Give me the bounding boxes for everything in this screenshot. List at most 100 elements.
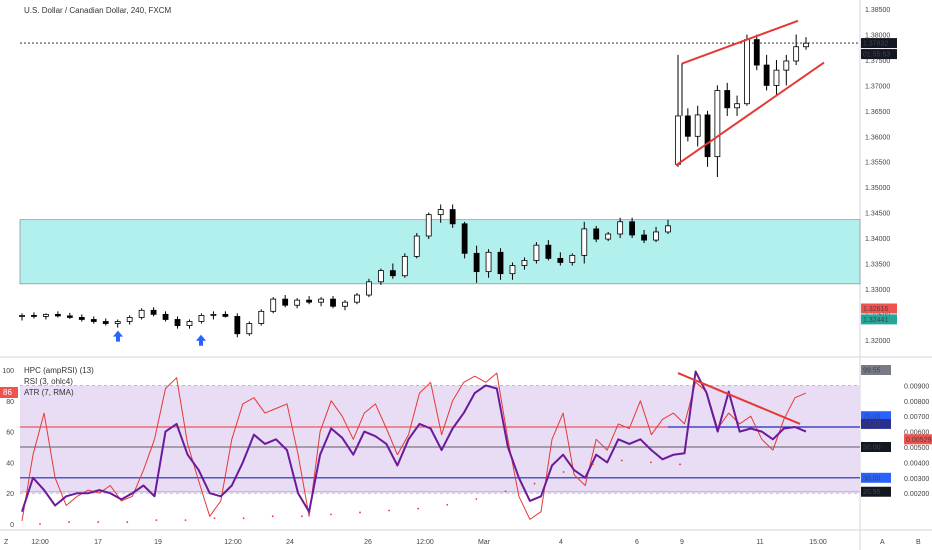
candle-body (210, 313, 217, 316)
candle-body (258, 310, 265, 324)
osc-badge-text: 99.55 (863, 368, 881, 375)
indicator-label-rsi[interactable]: RSI (3, ohlc4) (24, 377, 73, 386)
osc-trendline (677, 372, 801, 425)
candle-body (485, 251, 492, 273)
chart-title: U.S. Dollar / Canadian Dollar, 240, FXCM (24, 6, 172, 15)
candle-body (126, 317, 133, 322)
candle-body (354, 294, 360, 303)
osc-left-tick: 80 (6, 399, 14, 406)
osc-right-tick: 0.00600 (904, 430, 929, 437)
osc-left-tick: 60 (6, 430, 14, 437)
candle-body (473, 252, 480, 273)
candle-body (162, 313, 169, 320)
time-tick-label: 24 (286, 539, 294, 546)
oscillator-axis[interactable]: 100 80 60 40 20 0 0.00900 0.00800 0.00700 0.00600… (2, 365, 932, 529)
time-tick-label: 15:00 (809, 539, 827, 546)
zone-rect (19, 219, 861, 285)
atr-dot (650, 461, 652, 464)
up-arrow-icon (196, 334, 206, 346)
price-tick-label: 1.34000 (865, 236, 890, 243)
time-tick-label: 26 (364, 539, 372, 546)
osc-right-tick: 0.00800 (904, 399, 929, 406)
atr-dot (39, 523, 41, 525)
atr-dot (533, 482, 536, 485)
candle-body (222, 313, 229, 317)
osc-badge (861, 486, 891, 497)
indicator-label-hpc[interactable]: HPC (ampRSI) (13) (24, 366, 94, 375)
osc-left-tick: 0 (10, 522, 14, 529)
candle-body (714, 90, 721, 158)
candle-body (401, 255, 408, 277)
candle-body (675, 115, 681, 165)
time-tick-label: 12:00 (31, 539, 49, 546)
candle-body (684, 115, 691, 137)
atr-dot (68, 521, 70, 523)
price-badge (861, 303, 897, 314)
price-badge (861, 314, 897, 325)
candle-body (138, 309, 145, 318)
candle-body (793, 46, 800, 62)
candle-body (694, 114, 701, 137)
candle-body (665, 225, 671, 233)
time-tick-label: 9 (680, 539, 684, 546)
candle-body (78, 317, 85, 320)
atr-dot (417, 507, 420, 510)
indicator-label-atr[interactable]: ATR (7, RMA) (24, 388, 74, 397)
indicator-marker-text: 86 (3, 388, 12, 397)
oscillator-panel (20, 370, 860, 525)
candle-body (545, 244, 552, 259)
candle-body (377, 270, 384, 283)
osc-left-tick: 20 (6, 491, 14, 498)
price-tick-label: 1.37000 (865, 83, 890, 90)
candlestick-series (19, 34, 809, 338)
candle-body (437, 209, 444, 216)
upper-trendline (681, 19, 799, 65)
osc-badge (904, 434, 932, 445)
atr-dot (155, 519, 158, 522)
price-badge (861, 38, 897, 49)
candle-body (704, 114, 711, 158)
price-badge-text: 1.37832 (863, 41, 888, 48)
candle-body (605, 233, 612, 240)
osc-right-tick: 0.00400 (904, 460, 929, 467)
osc-badge-text: 30.00 (863, 475, 881, 482)
atr-dot (562, 471, 565, 473)
atr-dot (242, 517, 245, 520)
time-tick-label: 6 (635, 539, 639, 546)
corner-label-z: Z (4, 539, 9, 546)
candle-body (449, 209, 456, 225)
price-badge-text: 01:55:53 (863, 52, 890, 59)
price-badge-text: 1.32441 (863, 317, 888, 324)
osc-badge-text: 67.87 (863, 421, 881, 428)
atr-dot (504, 490, 507, 493)
candle-body (246, 323, 253, 335)
candle-body (724, 90, 731, 109)
candle-body (744, 39, 750, 105)
osc-badge (861, 365, 891, 375)
time-tick-label: Mar (478, 539, 491, 546)
osc-left-tick: 100 (2, 368, 14, 375)
price-badge (861, 49, 897, 60)
candle-body (270, 298, 277, 312)
osc-badge-text: 50.00 (863, 445, 881, 452)
candle-body (641, 234, 647, 241)
candle-body (425, 214, 432, 237)
time-tick-label: 12:00 (416, 539, 434, 546)
osc-badge (861, 411, 891, 422)
candle-body (581, 228, 588, 256)
price-tick-label: 1.32000 (865, 338, 890, 345)
atr-dot (446, 503, 449, 506)
time-axis[interactable]: 12:00 17 19 12:00 24 26 12:00 Mar 4 6 9 11 15:00 Z A B (4, 539, 921, 546)
candle-body (330, 298, 336, 307)
price-tick-label: 1.36000 (865, 134, 890, 141)
candle-body (557, 258, 564, 263)
time-tick-label: 11 (756, 539, 763, 546)
candle-body (318, 298, 324, 303)
corner-label-b: B (916, 539, 921, 546)
candle-body (521, 260, 528, 266)
price-axis[interactable]: 1.38500 1.38000 1.37500 1.37000 1.36500 1.360… (861, 7, 897, 345)
atr-dot (97, 521, 100, 523)
candle-body (629, 221, 636, 236)
candle-body (803, 42, 809, 48)
